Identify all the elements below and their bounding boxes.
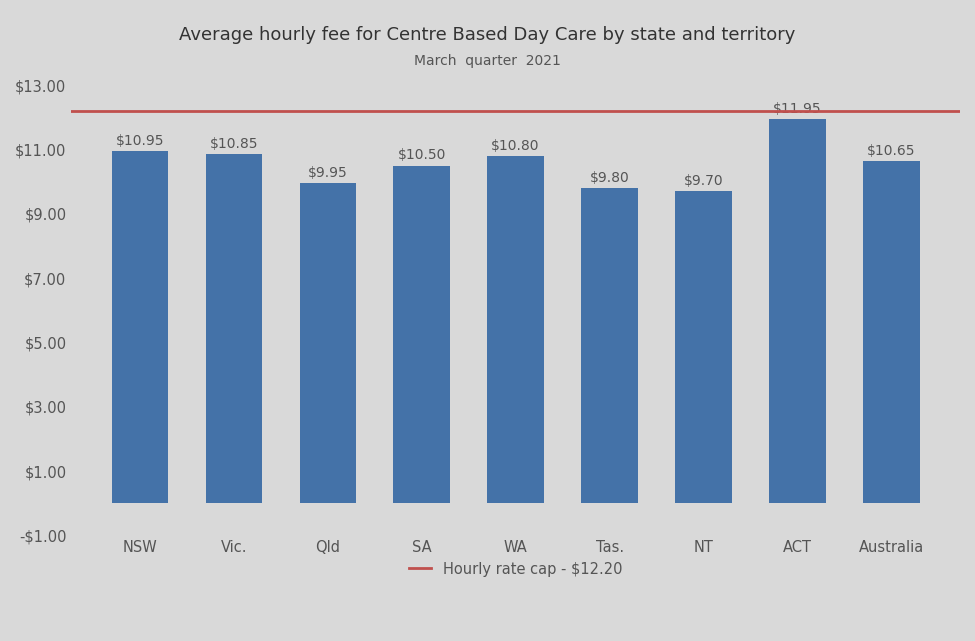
Bar xyxy=(769,119,826,503)
Bar xyxy=(863,161,919,503)
Bar xyxy=(299,183,356,503)
Text: March  quarter  2021: March quarter 2021 xyxy=(414,54,561,69)
Bar xyxy=(581,188,638,503)
Bar xyxy=(488,156,544,503)
Text: $11.95: $11.95 xyxy=(773,102,822,115)
Text: $10.50: $10.50 xyxy=(398,148,446,162)
Text: $10.80: $10.80 xyxy=(491,138,540,153)
Text: $10.85: $10.85 xyxy=(210,137,258,151)
Bar xyxy=(111,151,168,503)
Text: $9.95: $9.95 xyxy=(308,166,348,180)
Text: $9.80: $9.80 xyxy=(590,171,630,185)
Text: $9.70: $9.70 xyxy=(683,174,723,188)
Text: $10.65: $10.65 xyxy=(867,144,916,158)
Bar xyxy=(676,191,731,503)
Legend: Hourly rate cap - $12.20: Hourly rate cap - $12.20 xyxy=(404,556,628,583)
Text: Average hourly fee for Centre Based Day Care by state and territory: Average hourly fee for Centre Based Day … xyxy=(179,26,796,44)
Text: $10.95: $10.95 xyxy=(116,134,164,148)
Bar xyxy=(206,154,262,503)
Bar xyxy=(394,165,449,503)
